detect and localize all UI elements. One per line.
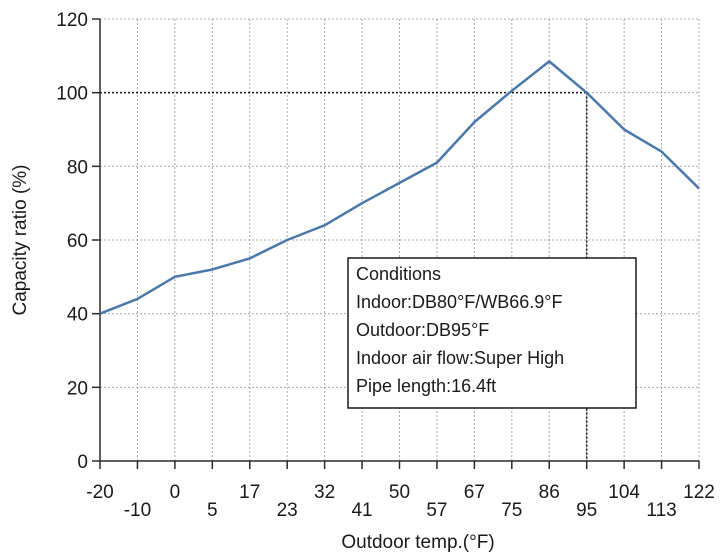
x-tick-label: 95: [576, 500, 597, 521]
x-tick-label: 104: [608, 482, 640, 503]
y-axis-title: Capacity ratio (%): [10, 165, 31, 316]
x-tick-label: 50: [389, 482, 410, 503]
x-tick-label: 41: [351, 500, 372, 521]
conditions-box: Conditions Indoor:DB80°F/WB66.9°F Outdoo…: [347, 257, 637, 409]
x-tick-label: 57: [426, 500, 447, 521]
conditions-title: Conditions: [356, 264, 441, 284]
y-tick-label: 100: [56, 84, 88, 105]
conditions-indoor: Indoor:DB80°F/WB66.9°F: [356, 292, 562, 312]
conditions-pipe-length: Pipe length:16.4ft: [356, 376, 496, 396]
conditions-outdoor: Outdoor:DB95°F: [356, 320, 489, 340]
x-tick-label: -10: [124, 500, 151, 521]
axes: [92, 18, 700, 469]
x-tick-label: 86: [539, 482, 560, 503]
y-tick-label: 80: [67, 157, 88, 178]
conditions-box-border: [347, 257, 637, 409]
x-tick-labels: -20 -10 0 5 17 23 32 41 50 57 67 75 86 95 104 113 122: [86, 482, 715, 521]
y-tick-label: 0: [77, 452, 88, 473]
x-tick-label: 67: [464, 482, 485, 503]
y-tick-label: 40: [67, 305, 88, 326]
y-tick-label: 20: [67, 378, 88, 399]
x-tick-label: 75: [501, 500, 522, 521]
y-tick-label: 120: [56, 10, 88, 31]
x-tick-label: 32: [314, 482, 335, 503]
x-tick-label: 0: [170, 482, 181, 503]
x-tick-label: 17: [239, 482, 260, 503]
x-axis-title: Outdoor temp.(°F): [341, 532, 494, 553]
x-tick-label: 5: [207, 500, 218, 521]
x-tick-label: -20: [86, 482, 113, 503]
y-tick-labels: 0 20 40 60 80 100 120: [56, 10, 88, 473]
x-tick-label: 113: [646, 500, 676, 521]
series-group: [99, 60, 700, 315]
x-tick-label: 23: [277, 500, 298, 521]
series-line: [99, 60, 700, 315]
y-tick-label: 60: [67, 231, 88, 252]
conditions-airflow: Indoor air flow:Super High: [356, 348, 564, 368]
x-tick-label: 122: [683, 482, 715, 503]
